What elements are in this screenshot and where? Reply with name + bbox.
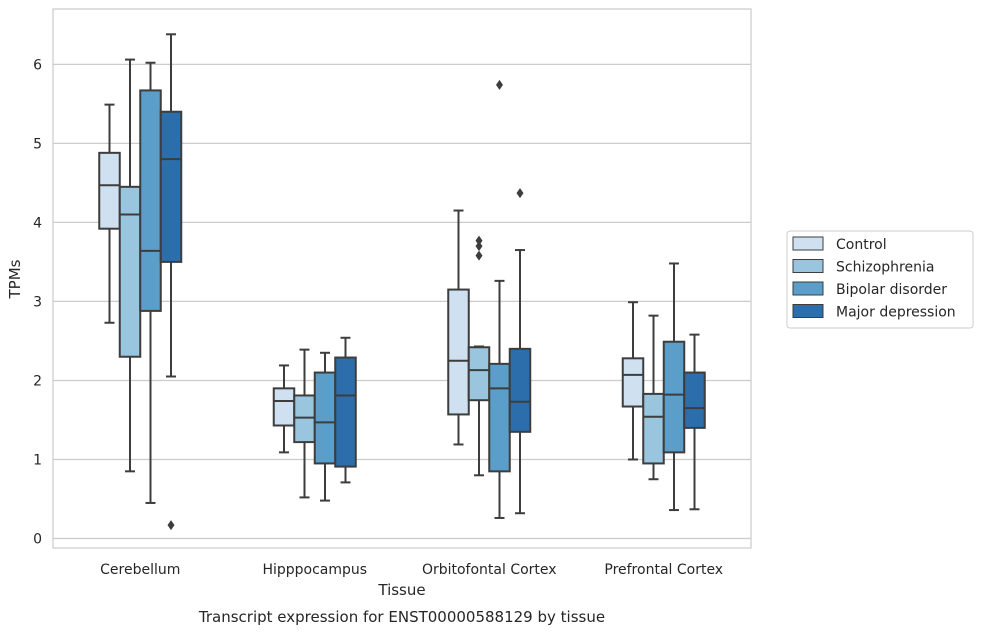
box-body — [293, 394, 316, 444]
plot-area — [52, 8, 752, 549]
box-body — [683, 371, 706, 429]
box-body — [488, 362, 511, 473]
legend: Control Schizophrenia Bipolar disorder Majo… — [786, 230, 974, 329]
legend-label-1: Schizophrenia — [836, 260, 934, 276]
box-1-2 — [313, 351, 337, 502]
y-tick-label-2: 2 — [33, 373, 42, 389]
y-tick-label-5: 5 — [33, 136, 42, 152]
x-axis: Cerebellum Hipppocampus Orbitofontal Corte… — [100, 562, 723, 578]
box-body — [508, 347, 532, 433]
legend-swatch-3 — [792, 304, 824, 318]
box-body — [139, 89, 162, 312]
box-1-3 — [334, 336, 357, 484]
box-body — [621, 357, 645, 408]
chart-caption: Transcript expression for ENST0000058812… — [198, 608, 605, 626]
y-tick-label-1: 1 — [33, 452, 42, 468]
legend-swatch-0 — [792, 236, 824, 251]
box-1-0 — [272, 364, 296, 454]
outlier-1 — [475, 241, 483, 252]
box-body — [447, 288, 470, 416]
box-body — [467, 346, 491, 402]
y-tick-label-4: 4 — [33, 215, 42, 231]
outlier-2 — [475, 235, 483, 246]
x-tick-label-2: Orbitofontal Cortex — [422, 562, 557, 578]
box-3-2 — [662, 262, 686, 512]
x-tick-label-0: Cerebellum — [100, 562, 180, 578]
box-body — [159, 110, 183, 263]
x-axis-title: Tissue — [377, 581, 425, 599]
y-axis: 0 1 2 3 4 5 6 — [33, 57, 42, 547]
y-tick-label-3: 3 — [33, 294, 42, 310]
outlier-0 — [167, 520, 175, 531]
box-2-2 — [488, 79, 511, 519]
boxes — [98, 33, 706, 531]
legend-swatch-2 — [792, 281, 824, 296]
box-0-2 — [139, 61, 162, 504]
x-tick-label-1: Hipppocampus — [262, 562, 367, 578]
legend-label-3: Major depression — [836, 305, 956, 321]
y-axis-title: TPMs — [6, 259, 24, 299]
outlier-0 — [516, 188, 524, 199]
legend-label-2: Bipolar disorder — [836, 282, 947, 298]
box-body — [642, 392, 665, 465]
box-2-1 — [467, 235, 491, 477]
box-3-0 — [621, 301, 645, 461]
box-body — [98, 151, 121, 230]
box-body — [662, 340, 686, 454]
box-body — [334, 356, 357, 468]
box-3-3 — [683, 333, 706, 511]
legend-swatch-1 — [792, 259, 824, 273]
box-body — [272, 387, 296, 427]
y-tick-label-0: 0 — [33, 532, 42, 548]
legend-label-0: Control — [836, 237, 887, 253]
outlier-0 — [496, 79, 503, 90]
box-body — [313, 371, 337, 465]
box-0-3 — [159, 33, 183, 531]
box-2-3 — [508, 188, 532, 515]
outlier-0 — [475, 250, 483, 261]
legend-frame — [786, 230, 974, 329]
x-tick-label-3: Prefrontal Cortex — [604, 562, 723, 578]
box-body — [118, 185, 142, 358]
y-tick-label-6: 6 — [33, 57, 42, 73]
